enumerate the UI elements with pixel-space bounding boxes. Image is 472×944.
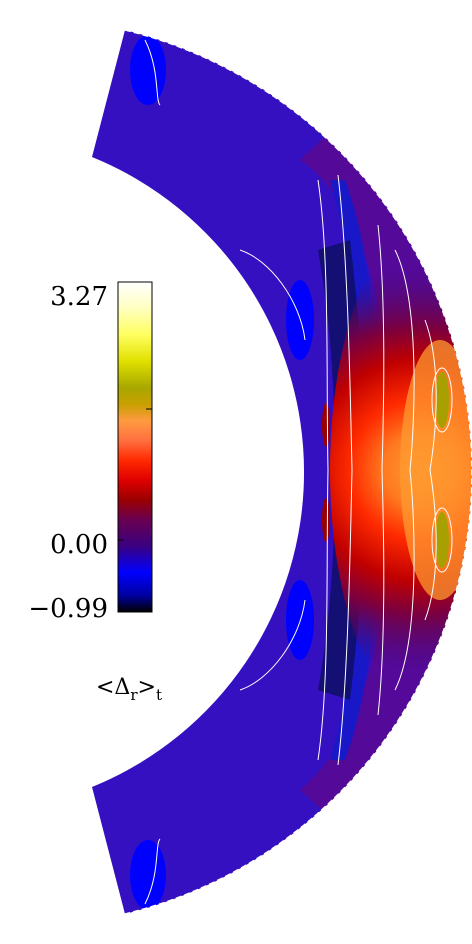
mid-patch-lower (286, 580, 314, 660)
contour-lines (144, 39, 453, 905)
south-pole-patch (130, 840, 166, 910)
colorbar-title: <Δr>t (96, 675, 162, 704)
colorbar: 3.27 0.00 −0.99 <Δr>t (28, 281, 162, 704)
colorbar-ramp (117, 281, 153, 613)
inner-streak-lower (322, 498, 330, 542)
colorbar-title-close: > (138, 675, 156, 700)
colorbar-title-sub2: t (156, 686, 162, 704)
orange-core (400, 340, 472, 600)
colorbar-title-main: <Δ (96, 675, 130, 700)
colorbar-zero-label: 0.00 (50, 530, 108, 560)
olive-spot-upper (435, 372, 449, 428)
inner-streak-upper (322, 403, 330, 447)
olive-spot-lower (435, 512, 449, 568)
colorbar-max-label: 3.27 (50, 282, 108, 312)
colorbar-title-sub: r (130, 686, 138, 704)
colorbar-min-label: −0.99 (28, 594, 108, 624)
mid-patch-upper (286, 280, 314, 360)
